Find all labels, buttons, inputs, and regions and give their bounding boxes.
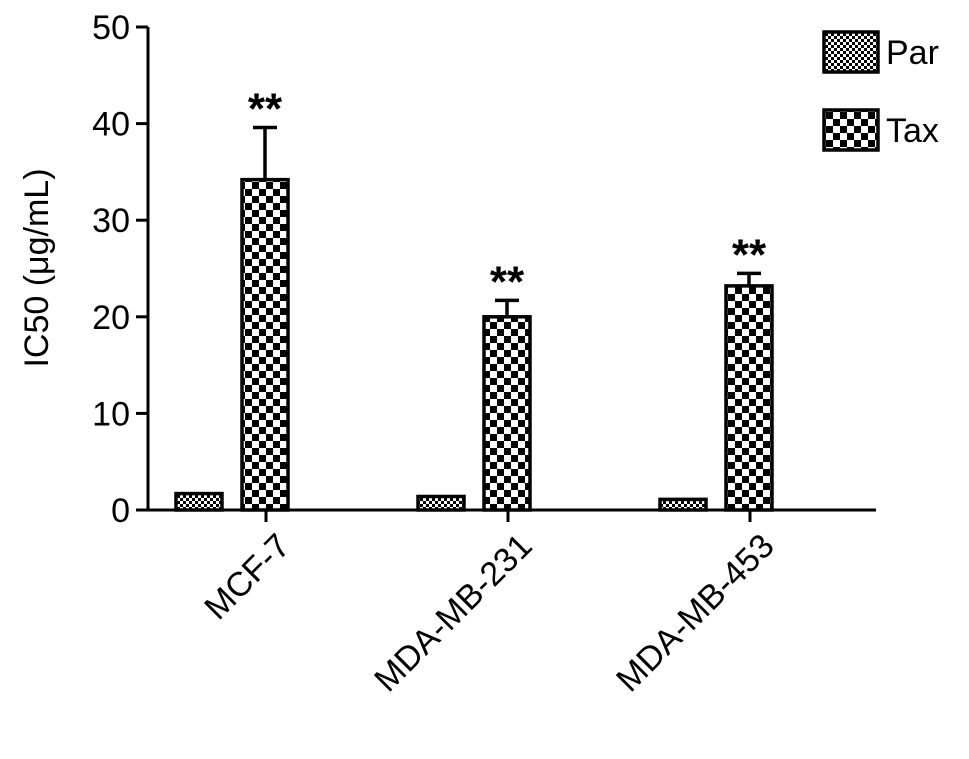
y-tick-label: 20 [92,299,130,337]
x-tick-label: MCF-7 [197,527,297,627]
bars: ** ** ** [174,84,774,512]
bar-tax [240,177,290,512]
bar-par [174,491,224,512]
bar-tax [482,315,532,512]
y-tick-label: 10 [92,395,130,433]
significance-label: ** [732,230,767,279]
y-tick-label: 40 [92,106,130,144]
x-tick-label: MDA-MB-453 [609,527,781,699]
legend-swatch-tax [822,108,880,152]
y-axis-label: IC50 (μg/mL) [18,168,56,367]
legend-swatch-par [822,30,880,74]
significance-label: ** [490,257,525,306]
bar-par [658,497,708,512]
y-tick-label: 30 [92,202,130,240]
y-tick-label: 50 [92,9,130,47]
significance-label: ** [248,84,283,133]
bar-tax [724,284,774,512]
legend-label-tax: Tax [886,112,939,150]
y-tick-label: 0 [111,492,130,530]
bar-par [416,494,466,512]
x-tick-label: MDA-MB-231 [367,527,539,699]
legend: Par Tax [822,30,939,152]
legend-label-par: Par [886,34,939,72]
